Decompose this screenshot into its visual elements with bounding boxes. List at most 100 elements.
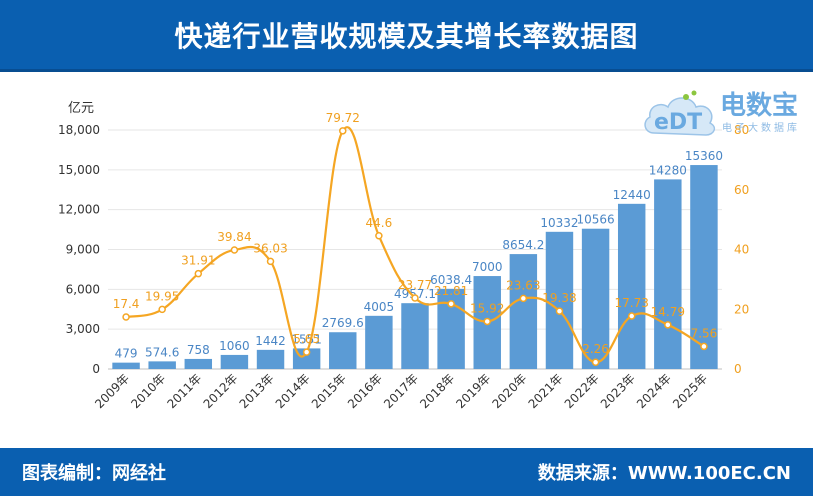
growth-rate-label: 14.79: [651, 305, 685, 319]
bar: [581, 228, 610, 369]
bar: [617, 203, 646, 369]
logo-mark-text: eDT: [654, 110, 702, 135]
chart-area: 0 3,000 6,000 9,000 12,000 15,000 18,000 0 20 40 6…: [0, 72, 813, 448]
growth-rate-label: 36.03: [253, 241, 287, 255]
growth-rate-label: 19.95: [145, 289, 179, 303]
growth-rate-point: [411, 294, 419, 302]
chart-title: 快递行业营收规模及其增长率数据图: [174, 19, 639, 53]
bar-value-label: 479: [115, 347, 138, 361]
chart-footer: 图表编制：网经社 数据来源：WWW.100EC.CN: [0, 448, 813, 496]
y-axis-unit-label: 亿元: [68, 101, 94, 116]
x-tick-label: 2022年: [562, 371, 602, 411]
bar-value-label: 6038.4: [430, 273, 472, 287]
y2-tick-label: 20: [734, 302, 749, 316]
growth-rate-point: [483, 317, 491, 326]
growth-rate-point: [194, 269, 203, 278]
bar-value-label: 15360: [685, 149, 723, 163]
x-tick-label: 2010年: [128, 371, 168, 411]
bar: [112, 362, 140, 369]
bar-value-label: 758: [187, 343, 210, 357]
bar: [256, 349, 285, 369]
growth-rate-point: [555, 307, 564, 315]
growth-rate-label: 17.73: [615, 296, 649, 310]
logo-tagline: 电子大数据库: [722, 123, 800, 134]
x-tick-label: 2013年: [237, 371, 277, 411]
growth-rate-label: 7.56: [691, 326, 718, 340]
x-tick-label: 2014年: [273, 371, 313, 411]
growth-rate-point: [266, 257, 275, 266]
y-tick-label: 12,000: [58, 203, 100, 217]
bar: [545, 231, 574, 369]
bar-value-label: 8654.2: [502, 238, 544, 252]
bar: [690, 165, 718, 369]
bar-value-label: 2769.6: [322, 316, 364, 330]
bar: [365, 315, 393, 369]
growth-rate-point: [230, 246, 239, 254]
bar-value-label: 10332: [540, 216, 578, 230]
x-tick-label: 2009年: [92, 371, 132, 411]
growth-rate-label: 44.6: [366, 216, 393, 230]
bar-value-label: 1060: [219, 339, 250, 353]
growth-rate-label: 15.92: [470, 301, 504, 315]
y-tick-label: 18,000: [58, 123, 100, 137]
growth-rate-point: [447, 300, 455, 308]
growth-rate-label: 21.81: [434, 284, 468, 298]
x-tick-label: 2018年: [417, 371, 457, 411]
x-tick-label: 2012年: [201, 371, 241, 411]
chart-svg: 0 3,000 6,000 9,000 12,000 15,000 18,000 0 20 40 6…: [58, 101, 749, 411]
growth-rate-label: 5.65: [293, 332, 320, 346]
chart-header: 快递行业营收规模及其增长率数据图: [0, 0, 813, 72]
bar: [509, 254, 538, 369]
bar: [654, 179, 682, 369]
footer-compiler: 图表编制：网经社: [22, 463, 166, 484]
bar-value-label: 7000: [472, 260, 503, 274]
bar-value-label: 4957.1: [394, 287, 436, 301]
y2-tick-label: 60: [734, 183, 749, 197]
logo-brand: 电数宝: [720, 91, 799, 121]
bar-value-label: 1551: [291, 332, 322, 346]
x-tick-label: 2019年: [453, 371, 493, 411]
x-tick-label: 2017年: [381, 371, 421, 411]
growth-rate-point: [519, 294, 528, 303]
growth-rate-label: 19.38: [542, 291, 576, 305]
y-tick-label: 15,000: [58, 163, 100, 177]
growth-rate-point: [339, 127, 347, 135]
x-tick-label: 2024年: [634, 371, 674, 411]
bar-value-label: 10566: [576, 213, 614, 227]
bar: [329, 332, 357, 369]
growth-rate-label: 23.77: [398, 278, 432, 292]
y2-tick-label: 80: [734, 123, 749, 137]
x-tick-label: 2011年: [164, 371, 204, 411]
x-tick-label: 2025年: [670, 371, 710, 411]
y2-tick-label: 40: [734, 243, 749, 257]
bar-value-label: 574.6: [145, 345, 179, 359]
bar-value-label: 4005: [364, 300, 395, 314]
x-tick-label: 2016年: [345, 371, 385, 411]
edt-logo: eDT 电数宝 电子大数据库: [640, 85, 810, 145]
growth-rate-label: 31.91: [181, 254, 215, 268]
x-tick-label: 2020年: [489, 371, 529, 411]
growth-rate-point: [627, 312, 636, 320]
growth-rate-point: [664, 321, 672, 329]
growth-rate-label: 2.26: [582, 342, 609, 356]
bar-value-label: 12440: [613, 188, 651, 202]
y-tick-label: 0: [92, 362, 100, 376]
growth-rate-point: [302, 348, 311, 356]
bar: [292, 348, 321, 369]
growth-rate-point: [591, 358, 600, 366]
x-tick-label: 2021年: [526, 371, 566, 411]
growth-rate-point: [700, 342, 708, 351]
y2-tick-label: 0: [734, 362, 742, 376]
cloud-logo-icon: eDT: [644, 90, 716, 136]
growth-rate-label: 23.63: [506, 278, 540, 292]
growth-rate-point: [122, 313, 130, 321]
growth-rate-point: [158, 305, 166, 314]
growth-rate-label: 17.4: [113, 297, 140, 311]
y-tick-label: 6,000: [66, 282, 100, 296]
x-tick-label: 2015年: [309, 371, 349, 411]
footer-source: 数据来源：WWW.100EC.CN: [537, 463, 791, 484]
bar: [148, 361, 176, 369]
growth-rate-point: [375, 232, 383, 240]
y-tick-label: 9,000: [66, 243, 100, 257]
bar: [184, 358, 213, 369]
